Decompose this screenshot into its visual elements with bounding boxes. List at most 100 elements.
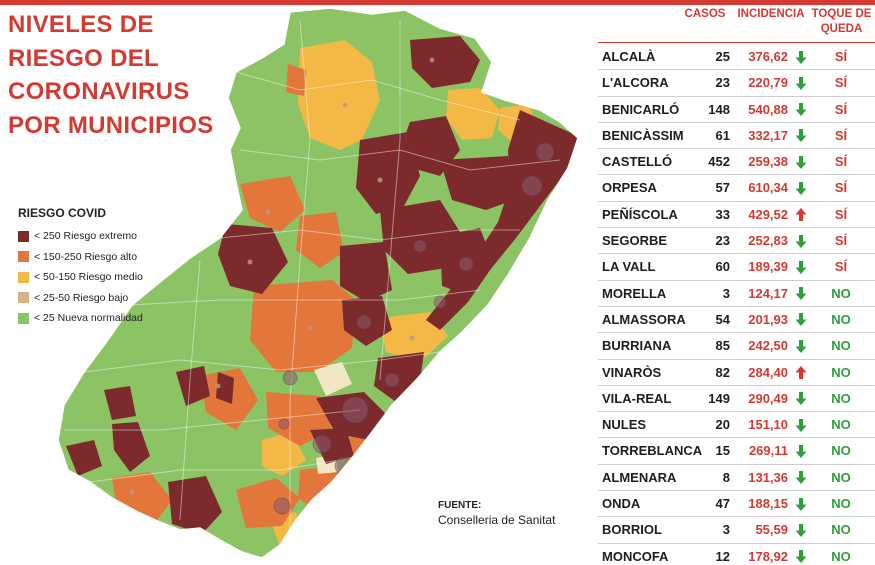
page-title: NIVELES DE RIESGO DEL CORONAVIRUS POR MU… [8, 8, 318, 142]
top-rule [0, 0, 875, 5]
arrow-down-icon [794, 412, 808, 438]
table-header: CASOS INCIDENCIA TOQUE DE QUEDA [598, 5, 875, 43]
title-line: RIESGO DEL [8, 44, 160, 72]
arrow-down-icon [794, 386, 808, 412]
arrow-up-icon [794, 202, 808, 228]
region-extreme [374, 352, 424, 402]
casos-value: 149 [708, 390, 730, 406]
source-text: Conselleria de Sanitat [438, 513, 556, 527]
table-row: ALMENARA 8 131,36 NO [598, 465, 875, 492]
casos-value: 23 [715, 75, 730, 91]
table-row: BENICARLÓ 148 540,88 SÍ [598, 97, 875, 123]
incidencia-value: 269,11 [748, 443, 788, 459]
incidencia-value: 178,92 [748, 548, 788, 564]
incidencia-value: 332,17 [748, 127, 788, 143]
header-toque-de-queda: TOQUE DE QUEDA [808, 7, 875, 37]
region-extreme [356, 132, 420, 214]
header-toque-line: QUEDA [820, 23, 863, 35]
legend-swatch [18, 230, 29, 242]
table-row: MONCOFA 12 178,92 NO [598, 544, 875, 565]
table-row: L'ALCORA 23 220,79 SÍ [598, 70, 875, 97]
table-row: ALMASSORA 54 201,93 NO [598, 307, 875, 334]
region-extreme [168, 476, 222, 534]
municipio-name: ORPESA [602, 180, 657, 196]
region-high [286, 64, 306, 96]
arrow-down-icon [794, 465, 808, 491]
incidencia-value: 131,36 [748, 469, 788, 485]
legend-swatch [18, 251, 29, 263]
municipio-name: BENICARLÓ [602, 101, 680, 117]
casos-value: 20 [715, 417, 730, 433]
table-row: TORREBLANCA 15 269,11 NO [598, 438, 875, 465]
table-row: PEÑÍSCOLA 33 429,52 SÍ [598, 202, 875, 229]
arrow-down-icon [794, 307, 808, 333]
municipio-name: ALMASSORA [602, 311, 686, 327]
incidencia-value: 540,88 [748, 101, 788, 117]
table-row: ALCALÀ 25 376,62 SÍ [598, 44, 875, 71]
region-extreme [66, 440, 102, 476]
casos-value: 60 [715, 259, 730, 275]
incidencia-value: 220,79 [748, 75, 788, 91]
toque-value: SÍ [834, 154, 848, 170]
incidencia-value: 188,15 [748, 496, 788, 512]
arrow-down-icon [794, 254, 808, 280]
arrow-down-icon [794, 44, 808, 70]
region-extreme [216, 372, 234, 404]
casos-value: 54 [715, 311, 730, 327]
region-extreme [112, 422, 150, 472]
incidencia-value: 189,39 [748, 259, 788, 275]
title-line: CORONAVIRUS [8, 78, 190, 105]
toque-value: NO [831, 496, 851, 512]
table-row: NULES 20 151,10 NO [598, 412, 875, 439]
header-incidencia: INCIDENCIA [737, 8, 805, 20]
municipio-name: NULES [602, 417, 647, 433]
source-label: FUENTE: [438, 500, 482, 511]
legend-label: < 50-150 Riesgo medio [34, 271, 143, 284]
municipio-name: VINARÒS [602, 364, 662, 380]
legend-swatch [18, 271, 29, 283]
toque-value: NO [831, 338, 851, 354]
toque-value: NO [831, 522, 851, 538]
incidencia-value: 290,49 [748, 390, 788, 406]
municipio-name: VILA-REAL [602, 390, 672, 406]
municipio-name: BURRIANA [602, 338, 672, 354]
incidencia-value: 201,93 [748, 311, 788, 327]
municipality-table: CASOS INCIDENCIA TOQUE DE QUEDA ALCALÀ 25… [598, 5, 875, 565]
province-outline [57, 7, 579, 559]
arrow-down-icon [794, 228, 808, 254]
table-body: ALCALÀ 25 376,62 SÍ L'ALCORA 23 220,79 SÍ BENICA… [598, 44, 875, 565]
toque-value: NO [831, 548, 851, 564]
legend-label: < 250 Riesgo extremo [34, 230, 138, 243]
incidencia-value: 259,38 [748, 154, 788, 170]
legend-label: < 25 Nueva normalidad [34, 312, 143, 325]
source-note: FUENTE: Conselleria de Sanitat [438, 500, 555, 527]
incidencia-value: 429,52 [748, 206, 788, 222]
arrow-down-icon [794, 123, 808, 149]
casos-value: 25 [715, 49, 730, 64]
casos-value: 12 [715, 548, 730, 564]
casos-value: 61 [715, 127, 730, 143]
table-row: ORPESA 57 610,34 SÍ [598, 175, 875, 202]
header-casos: CASOS [684, 8, 726, 20]
region-high [296, 212, 344, 268]
casos-value: 85 [715, 338, 730, 354]
legend-label: < 150-250 Riesgo alto [34, 250, 138, 263]
toque-value: NO [831, 285, 851, 301]
incidencia-value: 284,40 [748, 364, 788, 380]
toque-value: SÍ [834, 233, 848, 249]
toque-value: SÍ [834, 206, 848, 222]
toque-value: SÍ [834, 49, 848, 64]
legend-item: < 50-150 Riesgo medio [18, 267, 188, 288]
incidencia-value: 376,62 [748, 49, 788, 64]
legend-item: < 250 Riesgo extremo [18, 226, 188, 247]
arrow-down-icon [794, 70, 808, 96]
province-map [57, 7, 579, 559]
casos-value: 82 [715, 364, 730, 380]
municipio-name: ALCALÀ [602, 49, 656, 64]
region-extreme [340, 242, 392, 302]
region-extreme [440, 156, 514, 210]
casos-value: 452 [708, 154, 730, 170]
title-line: POR MUNICIPIOS [8, 111, 214, 139]
incidencia-value: 124,17 [748, 285, 788, 301]
toque-value: SÍ [834, 75, 848, 91]
